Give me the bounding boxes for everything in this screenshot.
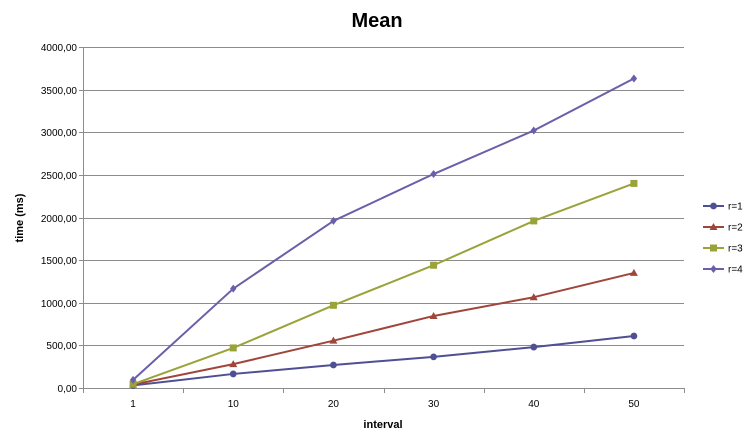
- legend-marker: [710, 244, 717, 252]
- axes: 0,00 500,00 1000,00 1500,00 2000,00 2500,00 30…: [41, 43, 685, 410]
- series-line: [132, 271, 635, 386]
- legend-marker: [710, 202, 717, 210]
- data-point: [229, 360, 238, 368]
- data-point: [429, 311, 438, 319]
- series-line: [132, 77, 635, 381]
- chart-title: Mean: [351, 10, 402, 32]
- legend-label: r=4: [728, 265, 743, 276]
- series-line: [132, 182, 635, 386]
- legend-label: r=3: [728, 244, 743, 255]
- legend-marker: [710, 265, 717, 273]
- y-tick-label: 2500,00: [41, 171, 78, 182]
- y-tick-label: 3000,00: [41, 128, 78, 139]
- gridlines: [83, 47, 684, 346]
- y-tick-label: 1500,00: [41, 256, 78, 267]
- data-point: [529, 293, 538, 301]
- data-point: [530, 126, 537, 135]
- labels: Mean interval time (ms): [14, 10, 403, 431]
- y-tick-label: 1000,00: [41, 299, 78, 310]
- x-axis-title: interval: [363, 419, 402, 431]
- data-point: [430, 170, 437, 179]
- legend: r=1 r=2 r=3 r=4: [703, 202, 743, 276]
- legend-marker: [709, 223, 718, 230]
- y-axis-title: time (ms): [14, 193, 26, 242]
- series-r4: [129, 74, 638, 384]
- x-tick-label: 10: [228, 399, 240, 410]
- y-tick-label: 500,00: [46, 341, 77, 352]
- legend-label: r=2: [728, 223, 743, 234]
- legend-item: r=2: [703, 223, 743, 234]
- legend-item: r=3: [703, 244, 743, 255]
- y-tick-label: 2000,00: [41, 214, 78, 225]
- y-tick-label: 4000,00: [41, 43, 78, 54]
- legend-label: r=1: [728, 202, 743, 213]
- data-point: [630, 179, 638, 187]
- data-point: [430, 261, 438, 269]
- data-point: [629, 268, 638, 276]
- data-point: [329, 301, 337, 309]
- data-point: [330, 216, 337, 225]
- x-tick-label: 50: [628, 399, 640, 410]
- data-point: [129, 380, 137, 388]
- x-tick-label: 40: [528, 399, 540, 410]
- data-point: [229, 370, 237, 378]
- data-point: [329, 336, 338, 344]
- data-point: [630, 332, 638, 340]
- series-layer: [129, 74, 638, 389]
- legend-item: r=1: [703, 202, 743, 213]
- series-r1: [129, 332, 638, 389]
- data-point: [430, 353, 437, 361]
- series-r3: [129, 179, 638, 388]
- y-tick-label: 3500,00: [41, 86, 78, 97]
- data-point: [129, 375, 137, 384]
- series-r2: [129, 268, 638, 388]
- series-line: [132, 335, 635, 387]
- data-point: [230, 284, 237, 293]
- x-tick-label: 20: [328, 399, 340, 410]
- data-point: [530, 343, 538, 351]
- y-tick-label: 0,00: [58, 384, 78, 395]
- data-point: [530, 217, 538, 225]
- legend-item: r=4: [703, 265, 743, 276]
- x-tick-label: 30: [428, 399, 440, 410]
- data-point: [630, 74, 638, 83]
- data-point: [229, 344, 237, 352]
- x-tick-label: 1: [130, 399, 136, 410]
- data-point: [330, 361, 337, 369]
